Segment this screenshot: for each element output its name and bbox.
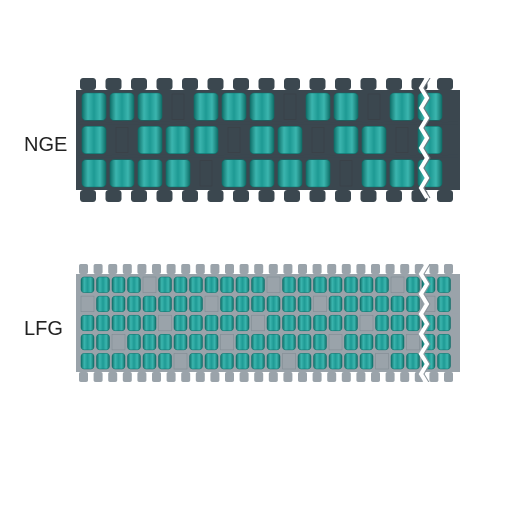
- nge-teeth-top: [80, 78, 453, 90]
- lfg-roller-rows: [78, 275, 458, 371]
- lfg-teeth-top: [79, 264, 453, 274]
- lfg-teeth-bottom: [79, 372, 453, 382]
- nge-teeth-bottom: [80, 190, 453, 202]
- lfg-belt: [76, 264, 460, 382]
- nge-belt: [76, 78, 460, 202]
- nge-roller-rows: [78, 91, 458, 189]
- label-nge: NGE: [24, 134, 67, 157]
- label-lfg: LFG: [24, 318, 63, 341]
